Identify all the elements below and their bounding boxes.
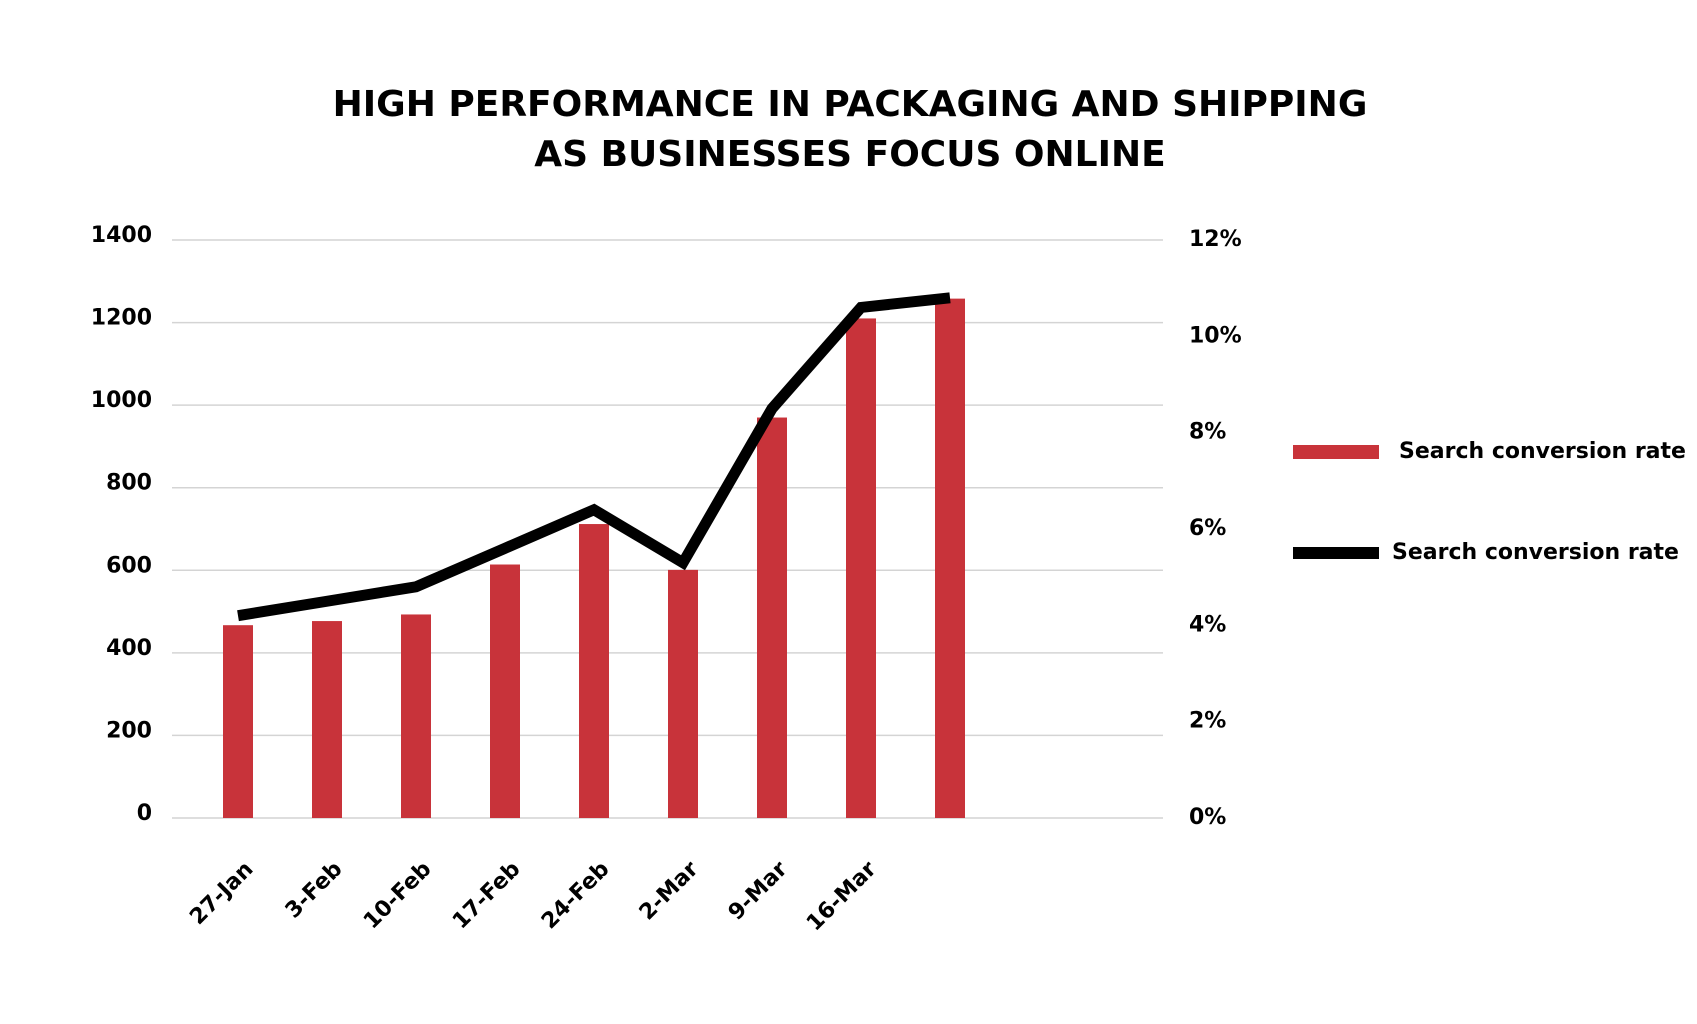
x-tick-label: 10-Feb bbox=[359, 857, 436, 934]
y-tick-label: 600 bbox=[106, 553, 152, 578]
y-tick-label: 1200 bbox=[91, 306, 152, 331]
y-tick-label: 400 bbox=[106, 636, 152, 661]
y2-tick-label: 4% bbox=[1189, 612, 1226, 637]
y2-tick-label: 12% bbox=[1189, 227, 1242, 252]
bar bbox=[846, 318, 876, 818]
x-tick-label: 16-Mar bbox=[802, 857, 882, 937]
bar bbox=[223, 625, 253, 818]
y-tick-label: 1400 bbox=[91, 223, 152, 248]
x-tick-label: 24-Feb bbox=[537, 857, 614, 934]
bar bbox=[579, 524, 609, 818]
y-tick-label: 0 bbox=[137, 801, 152, 826]
y2-tick-label: 6% bbox=[1189, 516, 1226, 541]
y2-tick-label: 2% bbox=[1189, 709, 1226, 734]
x-tick-label: 3-Feb bbox=[281, 857, 348, 924]
x-tick-label: 27-Jan bbox=[185, 857, 258, 930]
y2-tick-label: 0% bbox=[1189, 805, 1226, 830]
bar bbox=[312, 621, 342, 818]
legend-label: Search conversion rate bbox=[1392, 540, 1679, 565]
x-tick-label: 9-Mar bbox=[724, 857, 793, 926]
y-tick-label: 200 bbox=[106, 718, 152, 743]
x-tick-label: 2-Mar bbox=[635, 857, 704, 926]
y-tick-label: 1000 bbox=[91, 388, 152, 413]
legend-label: Search conversion rate bbox=[1399, 439, 1686, 464]
bar bbox=[490, 564, 520, 818]
bar bbox=[401, 614, 431, 818]
y-tick-label: 800 bbox=[106, 471, 152, 496]
y2-tick-label: 8% bbox=[1189, 420, 1226, 445]
line bbox=[237, 292, 951, 622]
legend-swatch bbox=[1293, 445, 1379, 459]
chart-title: HIGH PERFORMANCE IN PACKAGING AND SHIPPI… bbox=[332, 84, 1368, 175]
y2-tick-label: 10% bbox=[1189, 323, 1242, 348]
x-tick-label: 17-Feb bbox=[448, 857, 525, 934]
bar bbox=[757, 417, 787, 818]
bar bbox=[668, 569, 698, 818]
bar bbox=[935, 298, 965, 818]
